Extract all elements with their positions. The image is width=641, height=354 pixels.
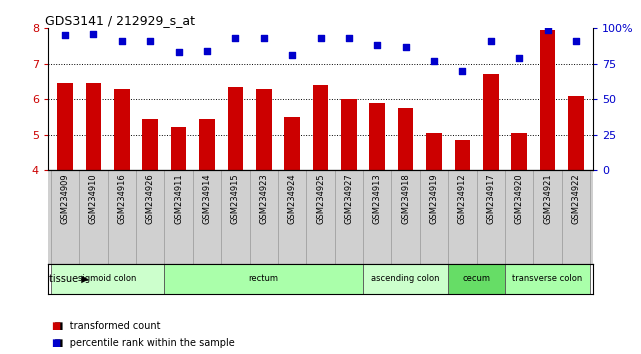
Bar — [426, 133, 442, 312]
Text: GSM234918: GSM234918 — [401, 174, 410, 224]
Bar — [540, 30, 555, 312]
Text: tissue ▶: tissue ▶ — [49, 274, 88, 284]
Text: GSM234916: GSM234916 — [117, 174, 126, 224]
Point — [514, 55, 524, 61]
Text: GSM234923: GSM234923 — [259, 174, 268, 224]
Bar — [256, 88, 272, 312]
Text: GSM234919: GSM234919 — [429, 174, 438, 224]
Point — [145, 38, 155, 44]
Bar — [171, 127, 187, 312]
Bar — [483, 74, 499, 312]
Point — [117, 38, 127, 44]
Point — [174, 50, 184, 55]
Text: GSM234920: GSM234920 — [515, 174, 524, 224]
Text: ascending colon: ascending colon — [371, 274, 440, 283]
Point — [287, 52, 297, 58]
Bar — [363, 264, 448, 294]
Point — [88, 31, 99, 37]
Bar — [199, 119, 215, 312]
Text: GSM234927: GSM234927 — [344, 174, 353, 224]
Bar — [165, 264, 363, 294]
Text: sigmoid colon: sigmoid colon — [78, 274, 137, 283]
Bar — [57, 83, 73, 312]
Bar — [341, 99, 356, 312]
Point — [372, 42, 383, 48]
Point — [486, 38, 496, 44]
Bar — [51, 264, 165, 294]
Text: GSM234926: GSM234926 — [146, 174, 154, 224]
Text: GDS3141 / 212929_s_at: GDS3141 / 212929_s_at — [46, 14, 196, 27]
Text: ■  percentile rank within the sample: ■ percentile rank within the sample — [48, 338, 235, 348]
Bar — [398, 108, 413, 312]
Point — [401, 44, 411, 50]
Bar — [86, 83, 101, 312]
Bar — [369, 103, 385, 312]
Point — [230, 35, 240, 41]
Text: rectum: rectum — [249, 274, 279, 283]
Text: ■  transformed count: ■ transformed count — [48, 321, 161, 331]
Text: GSM234922: GSM234922 — [571, 174, 580, 224]
Point — [258, 35, 269, 41]
Point — [542, 27, 553, 33]
Text: GSM234925: GSM234925 — [316, 174, 325, 224]
Text: GSM234915: GSM234915 — [231, 174, 240, 224]
Bar — [142, 119, 158, 312]
Text: GSM234917: GSM234917 — [487, 174, 495, 224]
Bar — [448, 264, 505, 294]
Point — [315, 35, 326, 41]
Text: ■: ■ — [51, 338, 60, 348]
Text: GSM234914: GSM234914 — [203, 174, 212, 224]
Bar — [454, 140, 470, 312]
Bar — [313, 85, 328, 312]
Bar — [114, 88, 129, 312]
Bar — [512, 133, 527, 312]
Text: GSM234909: GSM234909 — [61, 174, 70, 224]
Point — [344, 35, 354, 41]
Point — [457, 68, 467, 74]
Point — [202, 48, 212, 54]
Text: GSM234924: GSM234924 — [288, 174, 297, 224]
Text: GSM234913: GSM234913 — [373, 174, 382, 224]
Bar — [285, 117, 300, 312]
Text: cecum: cecum — [463, 274, 490, 283]
Point — [60, 33, 71, 38]
Text: GSM234912: GSM234912 — [458, 174, 467, 224]
Text: GSM234911: GSM234911 — [174, 174, 183, 224]
Bar — [505, 264, 590, 294]
Text: GSM234910: GSM234910 — [89, 174, 98, 224]
Text: transverse colon: transverse colon — [512, 274, 583, 283]
Text: GSM234921: GSM234921 — [543, 174, 552, 224]
Bar — [228, 87, 243, 312]
Bar — [568, 96, 584, 312]
Point — [429, 58, 439, 64]
Point — [570, 38, 581, 44]
Text: ■: ■ — [51, 321, 60, 331]
